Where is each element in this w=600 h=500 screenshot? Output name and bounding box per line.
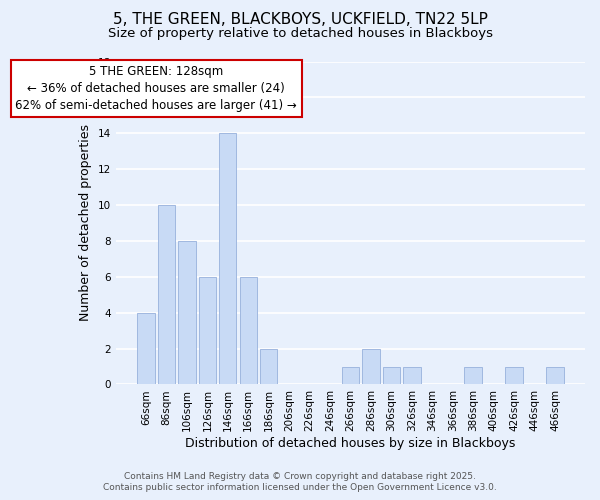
Bar [505, 366, 523, 384]
Bar [362, 348, 380, 384]
Text: 5 THE GREEN: 128sqm
← 36% of detached houses are smaller (24)
62% of semi-detach: 5 THE GREEN: 128sqm ← 36% of detached ho… [16, 65, 297, 112]
Text: 5, THE GREEN, BLACKBOYS, UCKFIELD, TN22 5LP: 5, THE GREEN, BLACKBOYS, UCKFIELD, TN22 … [113, 12, 487, 28]
Bar [199, 277, 216, 384]
Bar [178, 241, 196, 384]
Bar [260, 348, 277, 384]
Bar [464, 366, 482, 384]
Text: Contains HM Land Registry data © Crown copyright and database right 2025.
Contai: Contains HM Land Registry data © Crown c… [103, 472, 497, 492]
Bar [546, 366, 563, 384]
X-axis label: Distribution of detached houses by size in Blackboys: Distribution of detached houses by size … [185, 437, 515, 450]
Y-axis label: Number of detached properties: Number of detached properties [79, 124, 92, 322]
Bar [403, 366, 421, 384]
Bar [383, 366, 400, 384]
Bar [158, 205, 175, 384]
Bar [239, 277, 257, 384]
Bar [137, 312, 155, 384]
Text: Size of property relative to detached houses in Blackboys: Size of property relative to detached ho… [107, 28, 493, 40]
Bar [219, 134, 236, 384]
Bar [342, 366, 359, 384]
